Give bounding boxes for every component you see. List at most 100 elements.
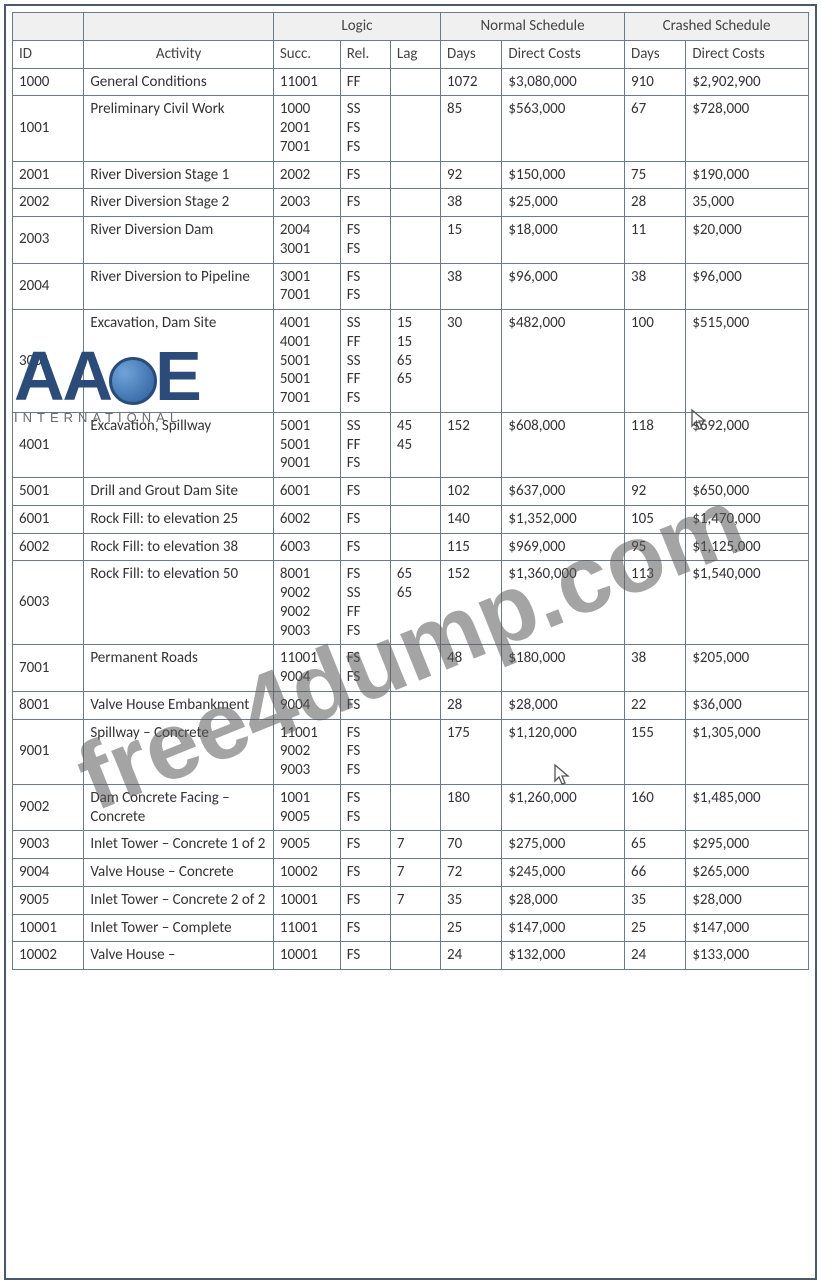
cell-ccost: $1,305,000 <box>686 719 809 784</box>
cell-rel: FSFS <box>340 645 390 692</box>
cell-activity: Valve House – Concrete <box>84 859 274 887</box>
cell-succ: 9005 <box>273 831 340 859</box>
col-succ: Succ. <box>273 40 340 68</box>
cell-rel: FSFS <box>340 784 390 831</box>
table-row: 6001Rock Fill: to elevation 256002FS 140… <box>13 505 809 533</box>
cell-activity: Valve House Embankment <box>84 691 274 719</box>
cell-lag <box>390 784 440 831</box>
cell-ncost: $275,000 <box>502 831 625 859</box>
cell-succ: 2002 <box>273 161 340 189</box>
cell-activity: Inlet Tower – Complete <box>84 914 274 942</box>
cell-id: 4001 <box>13 412 84 477</box>
cell-id: 2001 <box>13 161 84 189</box>
cell-ccost: $190,000 <box>686 161 809 189</box>
cell-id: 8001 <box>13 691 84 719</box>
header-group-crashed: Crashed Schedule <box>625 13 809 41</box>
cell-succ: 11001 <box>273 68 340 96</box>
cell-ncost: $1,352,000 <box>502 505 625 533</box>
page-frame: Logic Normal Schedule Crashed Schedule I… <box>4 4 817 1280</box>
cell-ccost: $692,000 <box>686 412 809 477</box>
cell-ncost: $18,000 <box>502 217 625 264</box>
cell-ncost: $482,000 <box>502 310 625 413</box>
cell-cdays: 28 <box>625 189 686 217</box>
cell-cdays: 25 <box>625 914 686 942</box>
cell-id: 9002 <box>13 784 84 831</box>
cell-id: 9004 <box>13 859 84 887</box>
table-body: 1000General Conditions11001FF 1072$3,080… <box>13 68 809 970</box>
cell-id: 2004 <box>13 263 84 310</box>
cell-lag <box>390 645 440 692</box>
cell-rel: FS <box>340 859 390 887</box>
cell-ccost: $28,000 <box>686 886 809 914</box>
cell-ccost: $1,485,000 <box>686 784 809 831</box>
cell-rel: FS <box>340 505 390 533</box>
table-row: 9002Dam Concrete Facing – Concrete100190… <box>13 784 809 831</box>
col-id: ID <box>13 40 84 68</box>
cell-ccost: $147,000 <box>686 914 809 942</box>
cell-lag <box>390 505 440 533</box>
schedule-table: Logic Normal Schedule Crashed Schedule I… <box>12 12 809 970</box>
cell-id: 10002 <box>13 942 84 970</box>
cell-ncost: $637,000 <box>502 478 625 506</box>
cell-rel: SSFFSSFFFS <box>340 310 390 413</box>
cell-cdays: 75 <box>625 161 686 189</box>
cell-id: 6003 <box>13 561 84 645</box>
cell-ncost: $25,000 <box>502 189 625 217</box>
cell-ncost: $96,000 <box>502 263 625 310</box>
table-row: 3001Excavation, Dam Site4001400150015001… <box>13 310 809 413</box>
cell-ncost: $147,000 <box>502 914 625 942</box>
cell-lag: 4545 <box>390 412 440 477</box>
cell-id: 6001 <box>13 505 84 533</box>
cell-cdays: 22 <box>625 691 686 719</box>
cell-succ: 110019004 <box>273 645 340 692</box>
cell-ndays: 180 <box>441 784 502 831</box>
table-row: 9001Spillway – Concrete1100190029003FSFS… <box>13 719 809 784</box>
cell-lag <box>390 68 440 96</box>
cell-cdays: 113 <box>625 561 686 645</box>
cell-ccost: $36,000 <box>686 691 809 719</box>
cell-ndays: 175 <box>441 719 502 784</box>
cell-ccost: $1,470,000 <box>686 505 809 533</box>
cell-ncost: $180,000 <box>502 645 625 692</box>
cell-ndays: 102 <box>441 478 502 506</box>
cell-succ: 11001 <box>273 914 340 942</box>
cell-cdays: 35 <box>625 886 686 914</box>
cell-activity: Excavation, Dam Site <box>84 310 274 413</box>
cell-activity: Rock Fill: to elevation 50 <box>84 561 274 645</box>
cell-ccost: $1,540,000 <box>686 561 809 645</box>
cell-rel: FS <box>340 886 390 914</box>
cell-ccost: $205,000 <box>686 645 809 692</box>
cell-cdays: 66 <box>625 859 686 887</box>
header-group-row: Logic Normal Schedule Crashed Schedule <box>13 13 809 41</box>
cell-ncost: $1,360,000 <box>502 561 625 645</box>
cell-id: 9005 <box>13 886 84 914</box>
cell-cdays: 910 <box>625 68 686 96</box>
cell-rel: SSFSFS <box>340 96 390 161</box>
cell-rel: FS <box>340 189 390 217</box>
cell-succ: 500150019001 <box>273 412 340 477</box>
cell-cdays: 92 <box>625 478 686 506</box>
cell-activity: Spillway – Concrete <box>84 719 274 784</box>
cell-id: 10001 <box>13 914 84 942</box>
col-lag: Lag <box>390 40 440 68</box>
col-ncost: Direct Costs <box>502 40 625 68</box>
cell-activity: Inlet Tower – Concrete 2 of 2 <box>84 886 274 914</box>
cell-succ: 9004 <box>273 691 340 719</box>
table-row: 1000General Conditions11001FF 1072$3,080… <box>13 68 809 96</box>
cell-activity: Inlet Tower – Concrete 1 of 2 <box>84 831 274 859</box>
cell-ncost: $28,000 <box>502 691 625 719</box>
table-row: 6002Rock Fill: to elevation 386003FS 115… <box>13 533 809 561</box>
cell-rel: FF <box>340 68 390 96</box>
cell-cdays: 105 <box>625 505 686 533</box>
table-row: 5001Drill and Grout Dam Site6001FS 102$6… <box>13 478 809 506</box>
table-row: 2001River Diversion Stage 12002FS 92$150… <box>13 161 809 189</box>
cell-lag <box>390 942 440 970</box>
col-ndays: Days <box>441 40 502 68</box>
cell-cdays: 95 <box>625 533 686 561</box>
cell-rel: FS <box>340 942 390 970</box>
table-row: 2004River Diversion to Pipeline30017001F… <box>13 263 809 310</box>
cell-ccost: $650,000 <box>686 478 809 506</box>
cell-succ: 2003 <box>273 189 340 217</box>
cell-ndays: 38 <box>441 263 502 310</box>
col-activity: Activity <box>84 40 274 68</box>
